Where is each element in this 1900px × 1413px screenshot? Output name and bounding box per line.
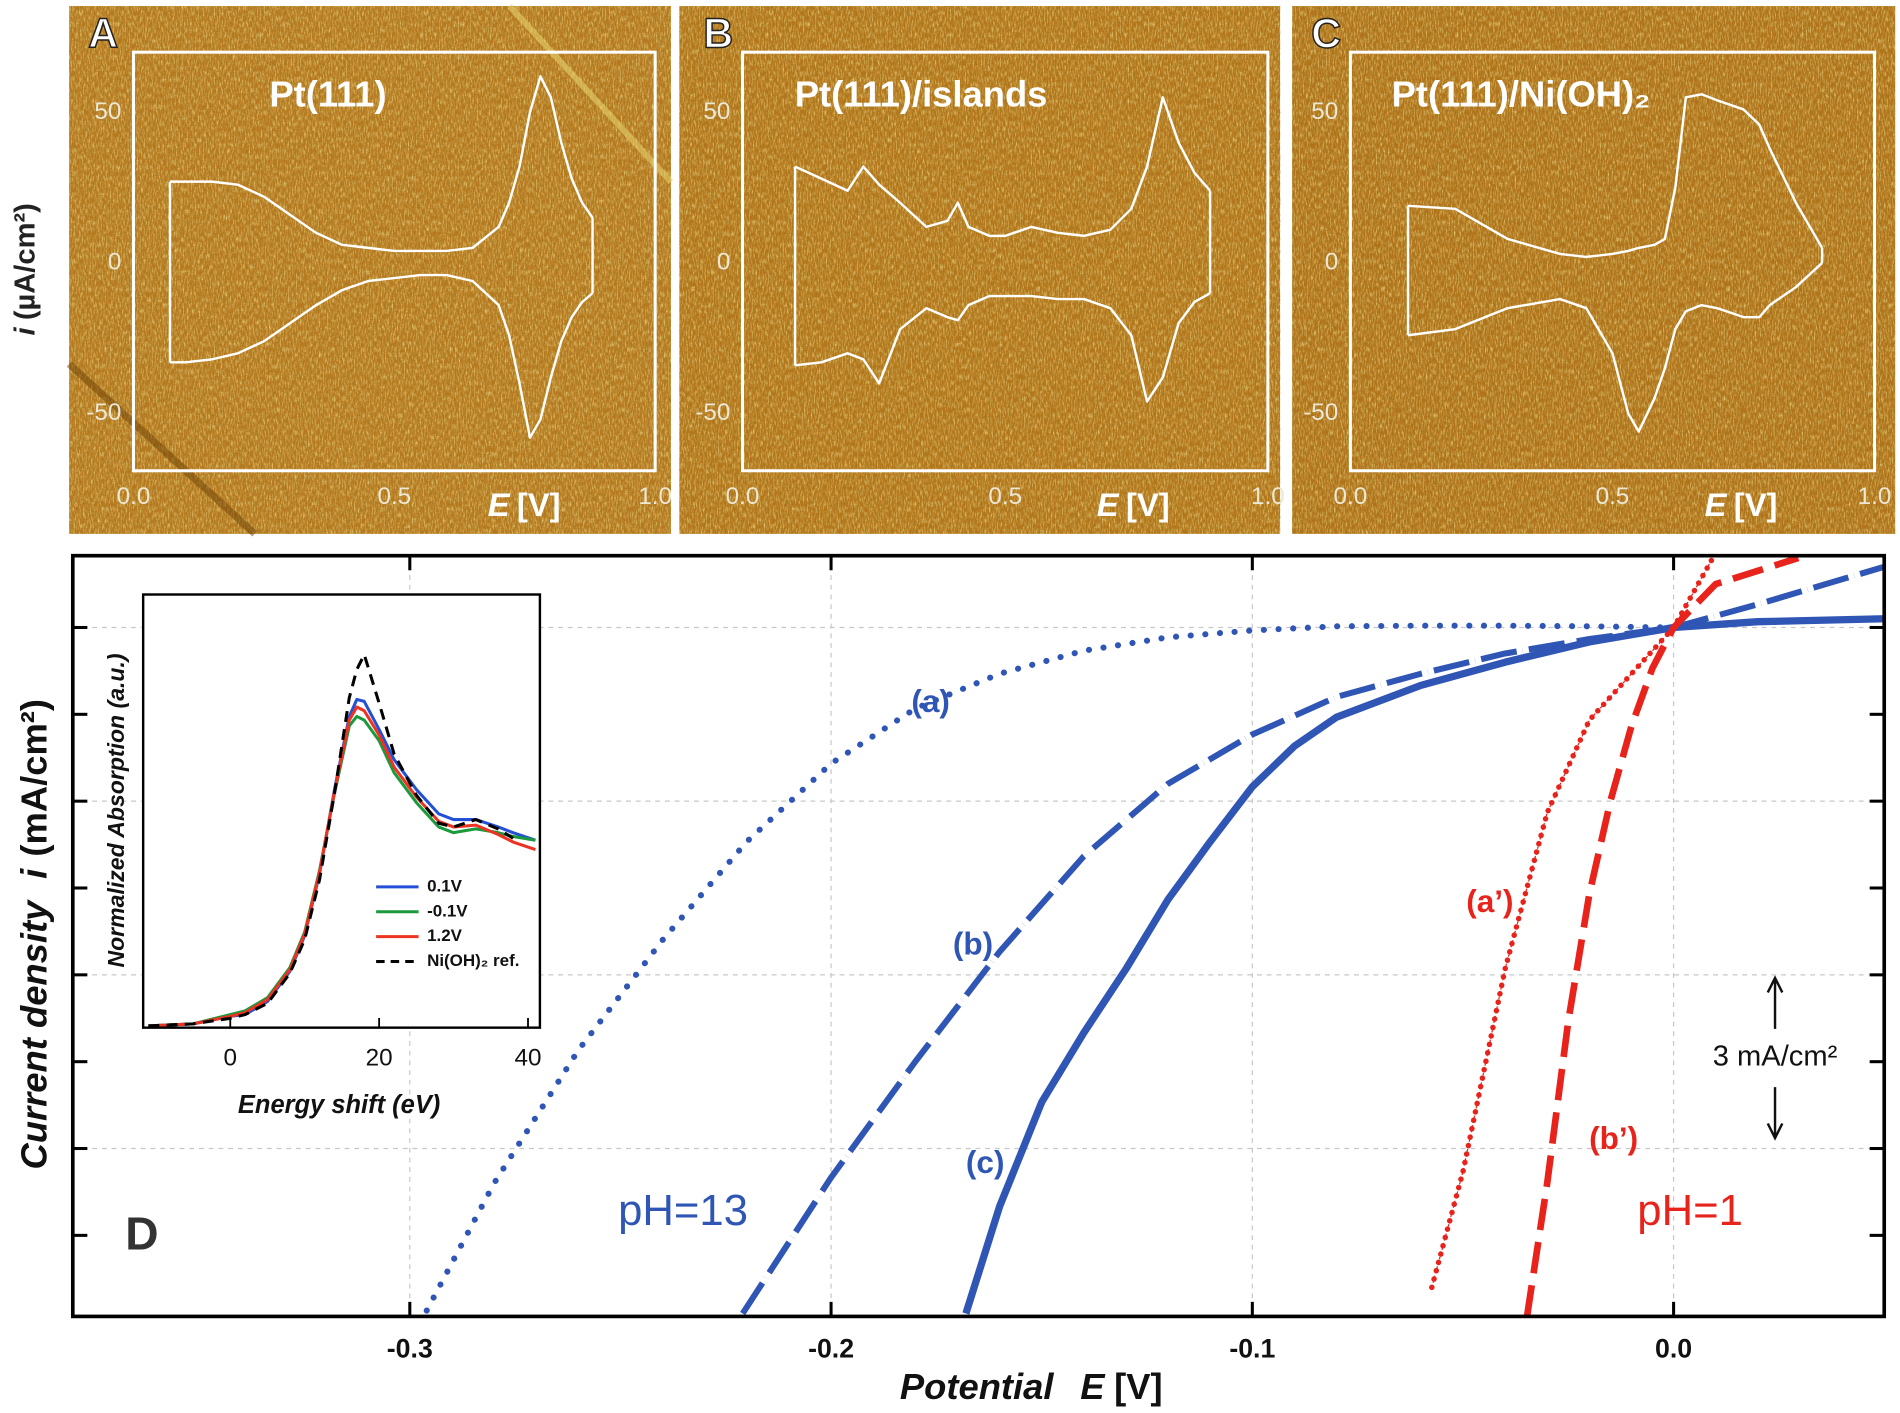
series-line [169, 75, 594, 253]
series-line [794, 292, 1211, 403]
series-line [1431, 557, 1714, 1288]
plot-frame [70, 553, 1887, 1319]
y-axis-label: Current density i (mA/cm²) [13, 699, 54, 1170]
stm-images [66, 4, 1896, 537]
x-axis-label: E [V] [1097, 486, 1170, 523]
x-axis-label-part: [V] [517, 486, 561, 523]
panel-letter: D [125, 1208, 158, 1260]
plot-frame [1348, 50, 1877, 473]
series-label: (a’) [1466, 883, 1513, 919]
series-line [1407, 93, 1824, 259]
y-tick-label: 0 [1325, 248, 1338, 275]
panel-title: Pt(111)/Ni(OH)₂ [1392, 74, 1651, 115]
scale-arrow [1766, 975, 1784, 1029]
y-tick-label: -50 [1303, 399, 1338, 426]
x-tick-label: 0.0 [117, 483, 151, 510]
x-tick-label: -0.1 [1229, 1333, 1275, 1363]
x-axis-label: Potential E [V] [900, 1366, 1163, 1407]
series-line [423, 622, 1677, 1314]
x-tick-label: 1.0 [638, 483, 672, 510]
x-axis-label: Energy shift (eV) [238, 1091, 440, 1119]
x-tick-label: 0 [224, 1045, 238, 1072]
y-tick-label: 50 [94, 98, 121, 125]
x-axis-label-part: E [1097, 486, 1120, 523]
x-tick-label: 20 [366, 1045, 393, 1072]
legend-label: Ni(OH)₂ ref. [427, 951, 519, 970]
x-axis-label-part: [V] [1734, 486, 1778, 523]
series-label: (a) [911, 683, 950, 719]
y-tick-label: -50 [695, 399, 730, 426]
step-edge [66, 361, 258, 537]
panel-letter: A [88, 10, 118, 56]
x-tick-label: 0.5 [988, 483, 1022, 510]
stm-texture [1292, 6, 1896, 534]
series-label: (b) [953, 926, 993, 962]
x-tick-label: 0.0 [1655, 1333, 1692, 1363]
scale-bar-label: 3 mA/cm² [1713, 1041, 1838, 1073]
y-axis-label-part: (µA/cm²) [9, 203, 41, 320]
y-axis-label-part: i [9, 327, 41, 336]
x-axis-label-part: E [1705, 486, 1728, 523]
x-tick-label: 0.0 [1334, 483, 1368, 510]
scale-arrow [1766, 1087, 1784, 1141]
y-axis-label-part: (mA/cm²) [13, 699, 54, 857]
series-line [148, 714, 536, 1028]
x-axis-label-part: [V] [1114, 1366, 1163, 1407]
series-line [148, 653, 514, 1028]
panel-title: Pt(111) [269, 74, 386, 115]
x-axis-label: E [V] [1705, 486, 1778, 523]
x-axis-label-part: [V] [1126, 486, 1170, 523]
legend-label: 0.1V [427, 876, 463, 895]
y-axis-label: Normalized Absorption (a.u.) [103, 653, 129, 967]
y-tick-label: -50 [86, 399, 121, 426]
annotation: pH=13 [618, 1186, 748, 1235]
y-tick-label: 50 [1311, 98, 1338, 125]
x-axis-label-part: Potential [900, 1366, 1054, 1407]
panel-letter: C [1311, 10, 1341, 56]
legend-label: 1.2V [427, 926, 463, 945]
series-line [794, 96, 1212, 238]
x-tick-label: 1.0 [1858, 483, 1892, 510]
plot-frame [141, 593, 542, 1029]
series-label: (b’) [1589, 1120, 1638, 1156]
panel-letter: B [703, 10, 733, 56]
x-tick-label: 0.5 [1596, 483, 1630, 510]
series-line [148, 697, 536, 1028]
plot-frame [131, 50, 657, 473]
x-tick-label: -0.2 [808, 1333, 854, 1363]
x-tick-label: 1.0 [1251, 483, 1285, 510]
x-tick-label: 40 [515, 1045, 542, 1072]
y-tick-label: 0 [717, 248, 730, 275]
x-tick-label: 0.5 [377, 483, 411, 510]
y-axis-label-part: i [13, 868, 54, 879]
x-axis-label-part: E [1080, 1366, 1106, 1407]
x-tick-label: 0.0 [726, 483, 760, 510]
annotation: pH=1 [1637, 1186, 1743, 1235]
x-axis-label-part: E [488, 486, 511, 523]
x-axis-label: E [V] [488, 486, 561, 523]
step-edge [507, 4, 674, 185]
series-line [1407, 262, 1823, 433]
legend-label: -0.1V [427, 901, 468, 920]
y-tick-label: 0 [108, 248, 121, 275]
y-tick-label: 50 [703, 98, 730, 125]
y-axis-label: i (µA/cm²) [9, 203, 41, 335]
series-label: (c) [966, 1144, 1005, 1180]
series-line [962, 615, 1885, 1315]
panel-title: Pt(111)/islands [795, 74, 1048, 115]
x-tick-label: -0.3 [387, 1333, 433, 1363]
series-line [148, 705, 536, 1028]
stm-texture [679, 6, 1281, 534]
y-axis-label-part: Current density [13, 899, 54, 1170]
series-line [169, 273, 594, 439]
inset-background [143, 594, 540, 1028]
plot-frame [741, 50, 1270, 473]
